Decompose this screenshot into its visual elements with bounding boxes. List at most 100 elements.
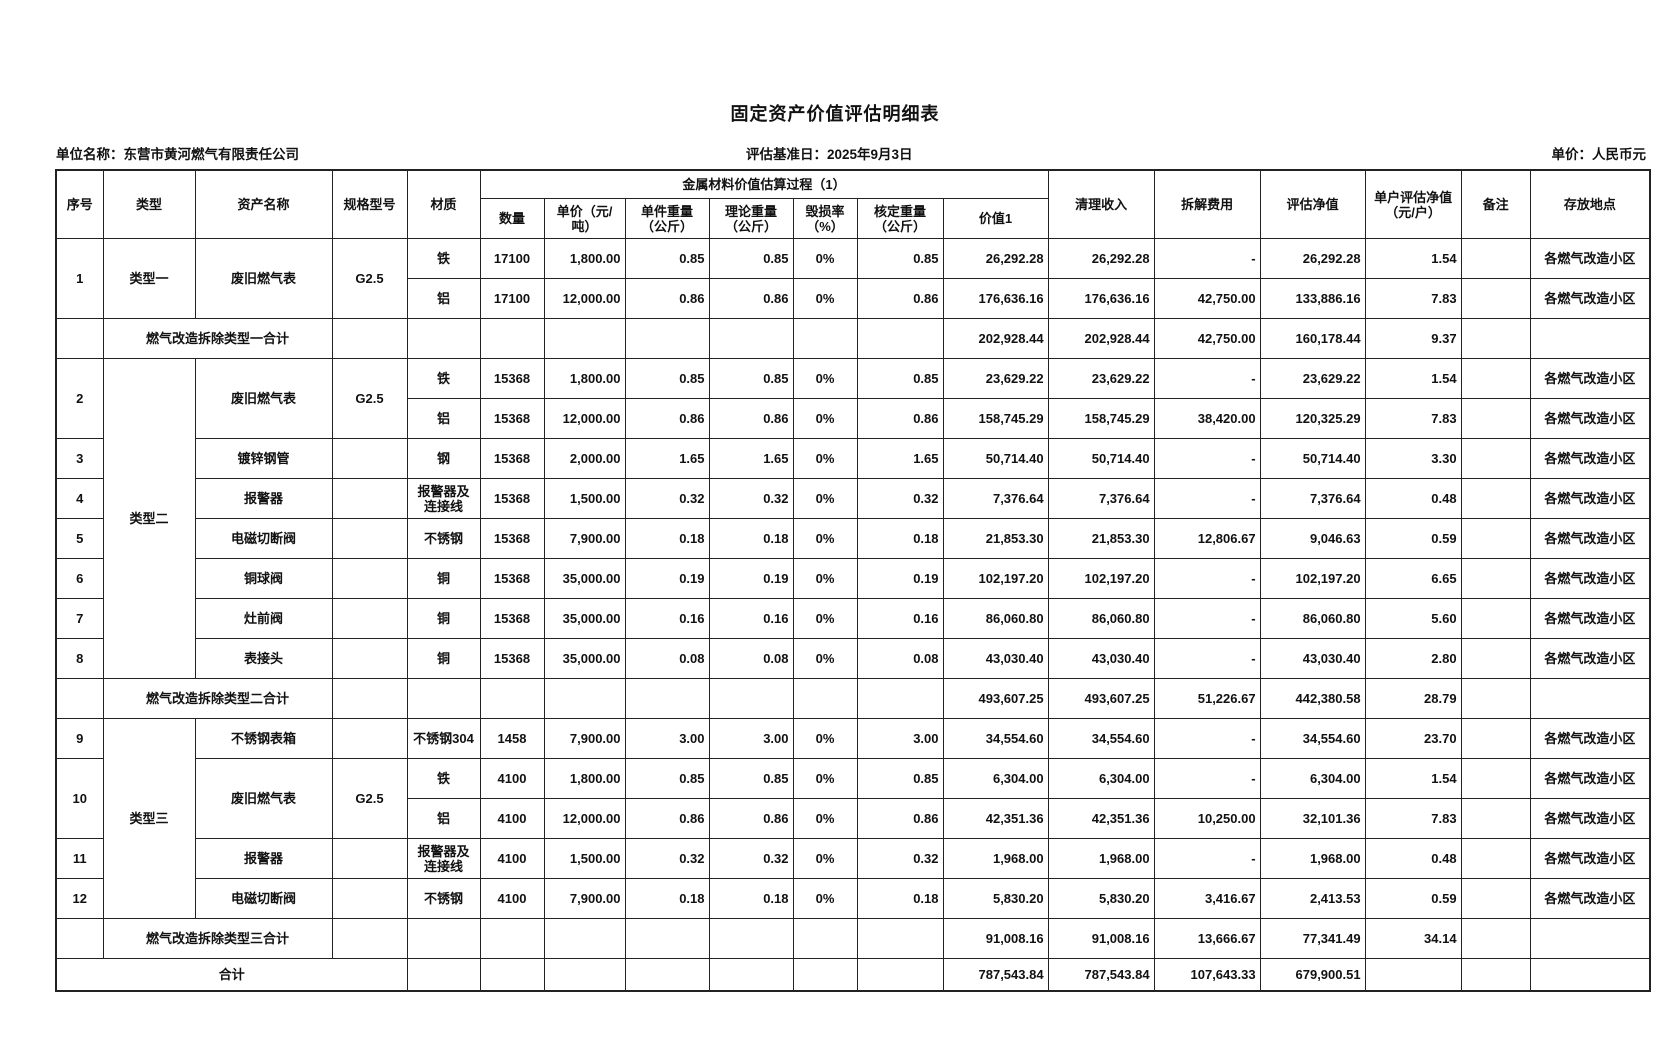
cell-net: 77,341.49 (1259, 918, 1366, 959)
cell-location: 各燃气改造小区 (1529, 878, 1651, 919)
cell-no: 6 (55, 558, 104, 599)
header-value1: 价值1 (942, 198, 1049, 239)
cell-net: 442,380.58 (1259, 678, 1366, 719)
cell-price: 7,900.00 (543, 878, 626, 919)
cell-unit-wt: 0.85 (624, 358, 710, 399)
cell-qty: 15368 (479, 398, 545, 439)
cell-empty (856, 318, 944, 359)
cell-empty (55, 318, 104, 359)
cell-unit-wt: 0.08 (624, 638, 710, 679)
cell-remark (1460, 798, 1531, 839)
cell-name: 灶前阀 (194, 598, 333, 639)
cell-location (1529, 958, 1651, 992)
cell-qty: 15368 (479, 598, 545, 639)
cell-salvage: 26,292.28 (1047, 238, 1155, 279)
cell-spec (331, 438, 408, 479)
cell-per-household: 28.79 (1364, 678, 1462, 719)
cell-empty (331, 318, 408, 359)
cell-material: 铝 (406, 278, 481, 319)
cell-unit-wt: 3.00 (624, 718, 710, 759)
cell-per-household: 0.59 (1364, 518, 1462, 559)
cell-theo-wt: 0.18 (708, 878, 794, 919)
cell-dismantle: - (1153, 718, 1261, 759)
cell-empty (479, 318, 545, 359)
subtotal-row: 燃气改造拆除类型二合计 493,607.25 493,607.25 51,226.67… (55, 678, 1651, 719)
cell-empty (708, 678, 794, 719)
cell-net: 160,178.44 (1259, 318, 1366, 359)
cell-per-household: 3.30 (1364, 438, 1462, 479)
cell-per-household: 5.60 (1364, 598, 1462, 639)
cell-salvage: 50,714.40 (1047, 438, 1155, 479)
cell-price: 12,000.00 (543, 278, 626, 319)
cell-remark (1460, 278, 1531, 319)
cell-location: 各燃气改造小区 (1529, 358, 1651, 399)
cell-loss: 0% (792, 238, 858, 279)
cell-name: 废旧燃气表 (194, 758, 333, 839)
table-row: 7 灶前阀铜 15368 35,000.00 0.16 0.16 0% 0.16 86,060.… (55, 598, 1651, 639)
total-label: 合计 (55, 958, 408, 992)
cell-dismantle: 107,643.33 (1153, 958, 1261, 992)
cell-per-household: 1.54 (1364, 238, 1462, 279)
cell-material: 铁 (406, 238, 481, 279)
cell-value1: 42,351.36 (942, 798, 1049, 839)
cell-dismantle: - (1153, 638, 1261, 679)
cell-unit-wt: 0.18 (624, 518, 710, 559)
header-unit-weight: 单件重量（公斤） (624, 198, 710, 239)
cell-per-household: 2.80 (1364, 638, 1462, 679)
cell-unit-wt: 0.16 (624, 598, 710, 639)
cell-qty: 1458 (479, 718, 545, 759)
cell-appr-wt: 0.85 (856, 238, 944, 279)
cell-remark (1460, 318, 1531, 359)
cell-value1: 5,830.20 (942, 878, 1049, 919)
cell-spec: G2.5 (331, 358, 408, 439)
page-title: 固定资产价值评估明细表 (730, 104, 940, 124)
cell-qty: 4100 (479, 798, 545, 839)
cell-location: 各燃气改造小区 (1529, 398, 1651, 439)
cell-empty (624, 918, 710, 959)
cell-loss: 0% (792, 878, 858, 919)
cell-spec (331, 838, 408, 879)
grand-total-row: 合计 787,543.84 787,543.84 107,643.33 679,900.… (55, 958, 1651, 992)
cell-remark (1460, 718, 1531, 759)
cell-name: 报警器 (194, 478, 333, 519)
header-material: 材质 (406, 169, 481, 239)
cell-location: 各燃气改造小区 (1529, 718, 1651, 759)
cell-material: 不锈钢 (406, 878, 481, 919)
cell-type: 类型一 (102, 238, 196, 319)
cell-net: 86,060.80 (1259, 598, 1366, 639)
cell-appr-wt: 0.32 (856, 838, 944, 879)
cell-salvage: 493,607.25 (1047, 678, 1155, 719)
cell-spec (331, 718, 408, 759)
cell-qty: 15368 (479, 638, 545, 679)
cell-no: 3 (55, 438, 104, 479)
currency-unit: 单价：人民币元 (1551, 147, 1647, 162)
table-row: 铝 17100 12,000.00 0.86 0.86 0% 0.86 176,636.16 1… (56, 278, 1651, 319)
unit-name: 单位名称：东营市黄河燃气有限责任公司 (56, 147, 299, 162)
cell-remark (1460, 958, 1531, 992)
cell-theo-wt: 0.85 (708, 358, 794, 399)
cell-type: 类型三 (102, 718, 196, 919)
cell-per-household: 7.83 (1364, 278, 1462, 319)
cell-loss: 0% (792, 278, 858, 319)
cell-salvage: 43,030.40 (1047, 638, 1155, 679)
cell-no: 10 (55, 758, 104, 839)
cell-empty (543, 318, 626, 359)
cell-unit-wt: 0.86 (624, 278, 710, 319)
cell-location (1529, 918, 1651, 959)
cell-name: 不锈钢表箱 (194, 718, 333, 759)
cell-name: 电磁切断阀 (194, 518, 333, 559)
cell-value1: 43,030.40 (942, 638, 1049, 679)
cell-remark (1460, 478, 1531, 519)
cell-name: 镀锌钢管 (194, 438, 333, 479)
cell-salvage: 86,060.80 (1047, 598, 1155, 639)
cell-salvage: 7,376.64 (1047, 478, 1155, 519)
cell-spec: G2.5 (331, 758, 408, 839)
cell-spec (331, 518, 408, 559)
cell-loss: 0% (792, 638, 858, 679)
cell-empty (406, 918, 481, 959)
cell-empty (406, 958, 481, 992)
cell-per-household: 1.54 (1364, 758, 1462, 799)
cell-appr-wt: 0.18 (856, 518, 944, 559)
cell-price: 35,000.00 (543, 598, 626, 639)
cell-value1: 176,636.16 (942, 278, 1049, 319)
